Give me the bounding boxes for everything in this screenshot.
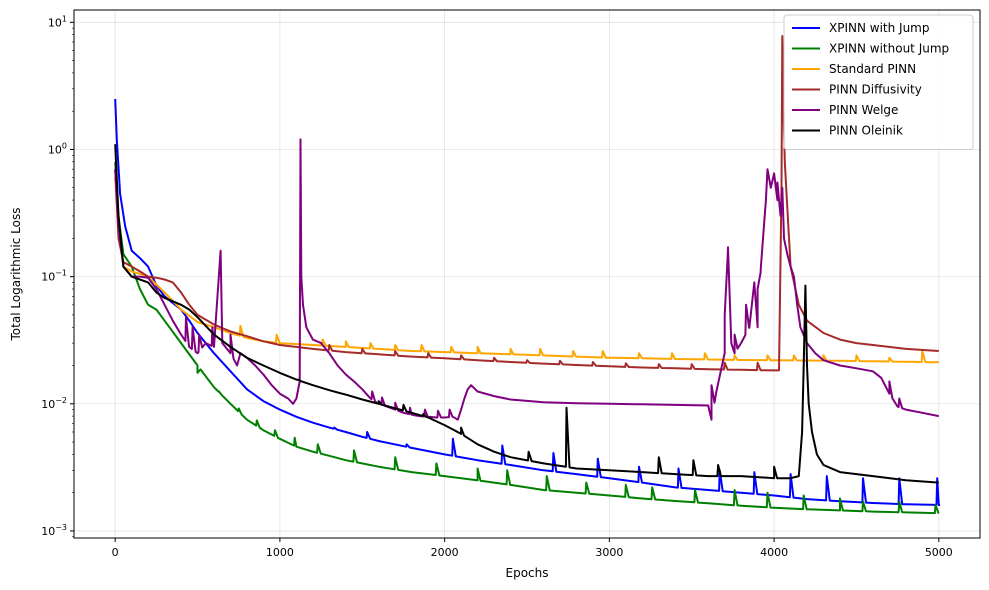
y-tick-label: 10−3 (41, 523, 67, 538)
y-tick-label: 10−1 (41, 269, 67, 284)
series-line-5 (114, 144, 939, 484)
y-tick-label: 100 (48, 141, 67, 156)
x-tick-label: 5000 (925, 546, 953, 559)
series-line-4 (114, 138, 939, 421)
y-axis-label: Total Logarithmic Loss (9, 208, 23, 342)
x-tick-label: 4000 (760, 546, 788, 559)
series-line-2 (114, 177, 939, 364)
x-tick-label: 2000 (431, 546, 459, 559)
legend-label: XPINN with Jump (829, 21, 930, 35)
legend: XPINN with Jump XPINN without Jump Standar… (783, 14, 974, 150)
y-tick-label: 101 (48, 14, 67, 29)
legend-label: PINN Diffusivity (829, 83, 922, 97)
plot-area (114, 35, 941, 515)
series-line-0 (114, 98, 941, 506)
legend-label: PINN Oleinik (829, 124, 903, 138)
plot-frame (73, 9, 981, 539)
series-line-3 (114, 35, 939, 372)
x-axis-label: Epochs (506, 566, 549, 580)
x-tick-label: 3000 (595, 546, 623, 559)
series-line-1 (114, 161, 940, 515)
x-axis-ticks: 0 1000 2000 3000 4000 5000 (112, 538, 953, 559)
x-tick-label: 0 (112, 546, 119, 559)
legend-label: Standard PINN (829, 62, 916, 76)
legend-box (783, 14, 974, 150)
x-tick-label: 1000 (266, 546, 294, 559)
y-tick-label: 10−2 (41, 396, 67, 411)
legend-label: PINN Welge (829, 103, 898, 117)
legend-label: XPINN without Jump (829, 42, 949, 56)
y-axis-ticks: 10−3 10−2 10−1 100 101 (41, 14, 74, 538)
